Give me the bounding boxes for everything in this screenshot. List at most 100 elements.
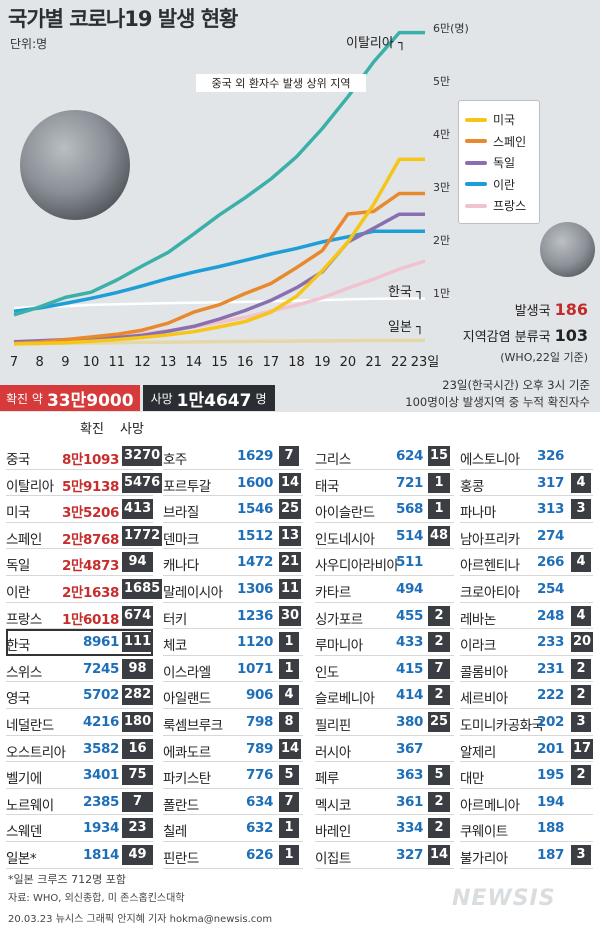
confirmed-count: 1629 (237, 448, 273, 464)
country-name: 카타르 (315, 584, 351, 601)
country-name: 아르메니아 (460, 797, 520, 814)
confirmed-count: 2385 (83, 793, 119, 810)
table-row: 스페인 2만8768 1772 (6, 523, 163, 550)
death-count: 3270 (122, 446, 163, 466)
x-tick-label: 15 (211, 355, 228, 370)
country-name: 이탈리아 (6, 478, 54, 495)
stats-note: (WHO,22일 기준) (500, 351, 588, 364)
confirmed-count: 2만1638 (62, 584, 119, 601)
total-confirmed: 확진 약 33만9000 (0, 385, 140, 411)
confirmed-count: 5만9138 (62, 478, 119, 495)
country-name: 벨기에 (6, 771, 42, 788)
country-name: 말레이시아 (163, 584, 223, 601)
table-row: 오스트리아 3582 16 (6, 736, 153, 763)
table-row: 세르비아 222 2 (460, 682, 593, 709)
chart-legend: 미국 스페인 독일 이란 프랑스 (458, 100, 540, 224)
virus-image (20, 110, 130, 220)
death-count: 2 (428, 818, 450, 839)
death-count: 180 (122, 711, 154, 732)
x-tick-label: 11 (108, 355, 125, 370)
x-tick-label: 10 (83, 355, 100, 370)
death-count: 13 (279, 525, 302, 546)
country-name: 이란 (6, 584, 30, 601)
confirmed-count: 326 (537, 448, 564, 464)
classified-label: 지역감염 분류국 (462, 330, 551, 345)
death-count: 4 (571, 472, 591, 493)
death-count: 413 (122, 499, 154, 520)
table-row: 핀란드 626 1 (163, 842, 303, 869)
country-name: 쿠웨이트 (460, 824, 508, 841)
x-tick-label: 16 (237, 355, 254, 370)
confirmed-count: 194 (537, 793, 564, 810)
table-row: 룩셈브루크 798 8 (163, 709, 303, 736)
country-name: 포르투갈 (163, 478, 211, 495)
confirmed-count: 906 (246, 687, 273, 704)
country-name: 중국 (6, 452, 30, 468)
x-tick-label: 14 (186, 355, 203, 370)
table-column-4: 에스토니아 326 홍콩 317 4 파나마 313 3 남아프리카 274 아르헨티나 266 4 크로… (460, 443, 594, 869)
table-row: 그리스 624 15 (315, 443, 454, 470)
confirmed-count: 231 (537, 660, 564, 677)
table-row: 에콰도르 789 14 (163, 736, 303, 763)
death-count: 4 (571, 552, 591, 573)
series-line-label: 한국 ┐ (388, 285, 424, 300)
death-count: 16 (122, 738, 153, 759)
country-name: 필리핀 (315, 717, 351, 734)
confirmed-count: 1600 (237, 474, 273, 491)
y-tick-label: 3만 (433, 181, 450, 194)
country-name: 호주 (163, 452, 187, 468)
confirmed-count: 5702 (83, 687, 119, 704)
line-chart: 7 8 9 10 11 12 13 14 15 16 17 18 19 20 21 22 23일 1만 2만 3만 4… (10, 22, 469, 370)
x-tick-label: 17 (263, 355, 280, 370)
confirmed-count: 8961 (83, 634, 119, 651)
country-name: 핀란드 (163, 850, 199, 867)
confirmed-count: 7245 (83, 660, 119, 677)
table-row: 한국 8961 111 (6, 629, 154, 656)
country-name: 스위스 (6, 664, 42, 681)
confirmed-count: 455 (396, 607, 423, 624)
confirmed-count: 514 (396, 527, 423, 544)
unit-label: 단위:명 (10, 37, 48, 51)
death-count: 25 (279, 499, 302, 520)
death-count: 2 (428, 632, 450, 653)
table-row: 칠레 632 1 (163, 815, 303, 842)
legend-label: 프랑스 (493, 199, 527, 214)
death-count: 20 (571, 632, 594, 653)
death-count: 17 (571, 738, 594, 759)
country-name: 파키스탄 (163, 771, 211, 788)
confirmed-count: 3만5206 (62, 505, 119, 522)
table-row: 태국 721 1 (315, 470, 454, 497)
death-count: 98 (122, 658, 153, 679)
death-count: 1 (279, 844, 299, 865)
confirmed-count: 327 (396, 846, 423, 863)
legend-swatch (465, 203, 487, 208)
table-row: 대만 195 2 (460, 762, 593, 789)
x-tick-label: 23일 (411, 355, 440, 370)
country-name: 바레인 (315, 824, 351, 841)
death-count: 3 (571, 711, 591, 732)
table-row: 슬로베니아 414 2 (315, 682, 454, 709)
confirmed-count: 274 (537, 527, 564, 544)
table-row: 불가리아 187 3 (460, 842, 593, 869)
virus-image-small (540, 222, 595, 277)
confirmed-count: 380 (396, 713, 423, 730)
confirmed-count: 313 (537, 501, 564, 518)
table-row: 노르웨이 2385 7 (6, 789, 153, 816)
series-line (13, 191, 425, 346)
death-count: 1 (428, 499, 450, 520)
deaths-label: 사망 (150, 391, 173, 406)
header-deaths: 사망 (120, 422, 144, 437)
table-row: 폴란드 634 7 (163, 789, 303, 816)
death-count: 15 (428, 446, 451, 466)
country-name: 오스트리아 (6, 744, 66, 761)
x-tick-label: 9 (61, 355, 69, 370)
country-name: 이집트 (315, 850, 351, 867)
death-count: 5476 (122, 472, 163, 493)
confirmed-count: 222 (537, 687, 564, 704)
table-row: 파나마 313 3 (460, 496, 593, 523)
y-tick-label: 6만(명) (433, 22, 469, 35)
table-row: 러시아 367 (315, 736, 454, 763)
table-row: 스웨덴 1934 23 (6, 815, 153, 842)
country-name: 에콰도르 (163, 744, 211, 761)
confirmed-count: 254 (537, 580, 564, 597)
